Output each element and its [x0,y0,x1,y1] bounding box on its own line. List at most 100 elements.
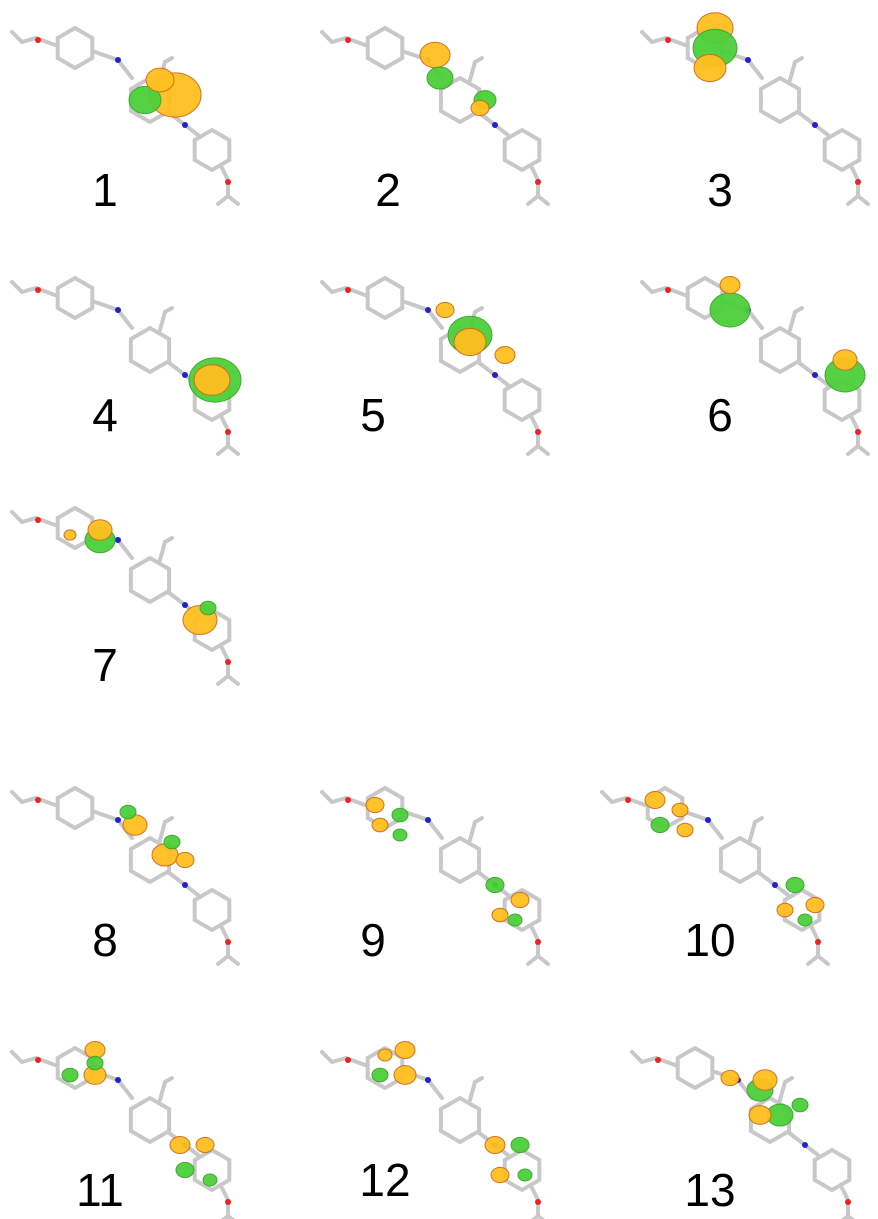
orbital-lobe [395,1042,415,1059]
orbital-lobe [372,1068,388,1082]
bond [405,302,442,328]
orbital-lobe [721,1070,739,1085]
oxygen [625,797,631,803]
orbital-lobe [164,835,180,849]
molecule [322,788,548,964]
bond [218,168,228,204]
bond [808,928,818,964]
nitrogen [115,537,121,543]
panel [642,13,868,204]
orbital-lobe [777,903,793,917]
orbital-lobe [672,803,688,817]
molecule [632,1048,858,1219]
panel [642,277,868,455]
oxygen [815,939,821,945]
bond [12,792,55,805]
molecule [322,1048,548,1219]
nitrogen [115,817,121,823]
nitrogen [115,307,121,313]
orbital-lobe [511,1137,529,1152]
bond [538,196,548,204]
orbital-lobe [749,1106,771,1125]
oxygen [535,429,541,435]
oxygen [225,179,231,185]
nitrogen [182,602,188,608]
bond [632,1052,675,1065]
ring [368,28,403,68]
bond [95,52,132,78]
panel-label: 8 [92,914,118,966]
orbital-lobe [491,1167,509,1182]
orbital-lobe [833,350,857,370]
panel-label: 1 [92,164,118,216]
oxygen [225,429,231,435]
orbital-lobe [420,42,450,68]
bond [528,418,538,454]
bond [12,282,55,295]
orbital-lobe [786,877,804,892]
ring [825,130,860,170]
bond [218,418,228,454]
orbital-lobe [62,1068,78,1082]
oxygen [225,1199,231,1205]
bond [95,302,132,328]
orbital-lobe [806,897,824,912]
oxygen [855,429,861,435]
molecule [642,28,868,204]
bond [858,446,868,454]
ring [131,328,169,372]
panel-label: 5 [360,389,386,441]
ring [678,1048,713,1088]
bond [848,168,858,204]
nitrogen [115,1077,121,1083]
figure: 12345678910111213 [0,0,878,1219]
panel-label: 12 [359,1154,410,1206]
orbital-lobe [511,892,529,907]
nitrogen [425,1077,431,1083]
nitrogen [772,882,778,888]
molecule [12,28,238,204]
panel-label: 11 [76,1164,124,1216]
bond [538,446,548,454]
orbital-lobe [436,302,454,317]
bond [780,1078,792,1100]
orbital-lobe [372,818,388,832]
bond [405,812,442,838]
bond [228,196,238,204]
ring [505,130,540,170]
bond [858,196,868,204]
nitrogen [745,57,751,63]
panel [632,1048,858,1219]
bond [818,956,828,964]
bond [12,512,55,525]
orbital-lobe [798,914,812,926]
bond [160,308,172,330]
ring [368,278,403,318]
bond [470,818,482,840]
oxygen [855,179,861,185]
bond [750,818,762,840]
molecule [12,1048,238,1219]
ring [131,558,169,602]
oxygen [345,287,351,293]
orbital-lobe [393,829,407,841]
panel-label: 2 [375,164,401,216]
orbital-lobe [146,68,174,92]
panel-label: 13 [684,1164,735,1216]
nitrogen [115,57,121,63]
bond [470,58,482,80]
ring [815,1150,850,1190]
orbital-lobe [495,347,515,364]
orbital-lobe [120,805,136,819]
molecule [322,278,548,454]
panel-label: 9 [360,914,386,966]
orbital-lobe [454,328,486,355]
bond [12,32,55,45]
nitrogen [182,372,188,378]
panel [12,28,238,204]
oxygen [35,287,41,293]
oxygen [345,37,351,43]
orbital-lobe [203,1174,217,1186]
oxygen [35,517,41,523]
panel-label: 7 [92,639,118,691]
